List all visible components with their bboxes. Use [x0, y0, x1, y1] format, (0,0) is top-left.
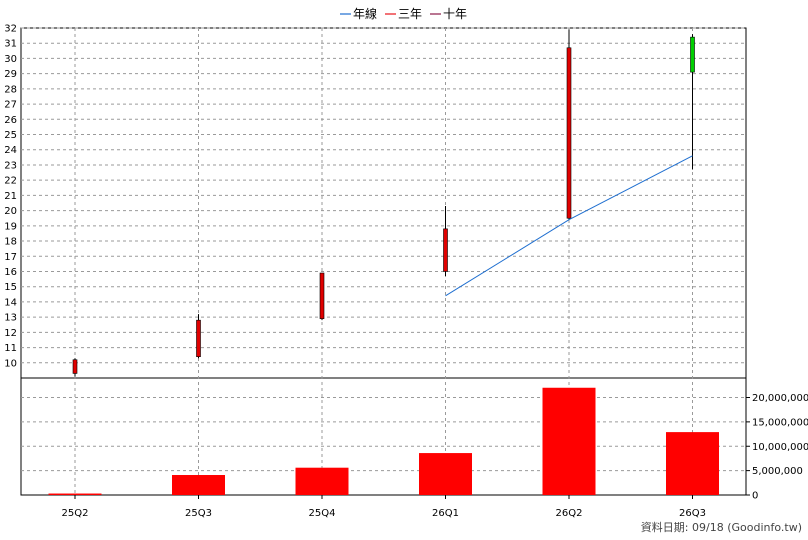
volume-tick-label: 20,000,000 [752, 393, 808, 404]
x-axis: 25Q2 25Q3 25Q4 26Q1 26Q2 26Q3 [62, 495, 706, 519]
price-tick-label: 17 [4, 252, 17, 263]
candle-body [690, 36, 695, 73]
candle-body [196, 319, 201, 357]
price-tick-label: 31 [4, 39, 17, 50]
price-tick-label: 19 [4, 221, 17, 232]
price-tick-label: 25 [4, 130, 17, 141]
candles [72, 29, 695, 377]
x-tick-label: 25Q3 [185, 508, 212, 519]
volume-bar [419, 453, 472, 495]
grid [21, 27, 746, 495]
chart-frame [20, 27, 747, 496]
price-tick-label: 30 [4, 54, 17, 65]
price-tick-label: 23 [4, 160, 17, 171]
price-tick-label: 22 [4, 176, 17, 187]
candle-body [319, 272, 325, 319]
price-tick-label: 20 [4, 206, 17, 217]
candle-body [72, 359, 78, 374]
legend: 年線 三年 十年 [340, 6, 467, 21]
x-tick-label: 26Q3 [679, 508, 706, 519]
price-tick-label: 13 [4, 313, 17, 324]
price-tick-label: 12 [4, 328, 17, 339]
price-tick-label: 18 [4, 237, 17, 248]
volume-bar [295, 467, 349, 495]
volume-tick-label: 0 [752, 491, 758, 502]
x-tick-label: 26Q2 [556, 508, 583, 519]
volume-bar [666, 432, 719, 495]
legend-label-3yr: 三年 [398, 7, 422, 21]
candle-body [566, 47, 572, 219]
price-tick-label: 10 [4, 358, 17, 369]
price-tick-label: 26 [4, 115, 17, 126]
volume-bar [542, 387, 596, 495]
price-tick-label: 21 [4, 191, 17, 202]
x-tick-label: 25Q2 [62, 508, 89, 519]
footer-text: 資料日期: 09/18 (Goodinfo.tw) [641, 520, 802, 534]
volume-bar [172, 475, 225, 495]
annual-line-path [445, 155, 693, 297]
volume-tick-label: 15,000,000 [752, 417, 808, 428]
price-tick-label: 14 [4, 297, 17, 308]
price-axis: 10 11 12 13 14 15 16 17 18 19 20 21 22 23 24 25 26 27 28 29… [4, 24, 17, 370]
price-tick-label: 16 [4, 267, 17, 278]
volume-axis: 0 5,000,000 10,000,000 15,000,000 20,000,000 [746, 393, 808, 502]
volume-bars [48, 387, 719, 495]
volume-bar [48, 493, 102, 495]
candle-body [443, 228, 448, 272]
price-tick-label: 27 [4, 100, 17, 111]
price-tick-label: 11 [4, 343, 17, 354]
annual-line [445, 155, 693, 297]
price-tick-label: 28 [4, 84, 17, 95]
volume-tick-label: 5,000,000 [752, 466, 803, 477]
x-tick-label: 26Q1 [432, 508, 459, 519]
legend-label-10yr: 十年 [443, 7, 467, 21]
volume-tick-label: 10,000,000 [752, 442, 808, 453]
price-tick-label: 29 [4, 69, 17, 80]
price-tick-label: 24 [4, 145, 17, 156]
price-tick-label: 32 [4, 24, 17, 35]
x-tick-label: 25Q4 [309, 508, 336, 519]
legend-label-annual: 年線 [353, 6, 377, 21]
price-tick-label: 15 [4, 282, 17, 293]
